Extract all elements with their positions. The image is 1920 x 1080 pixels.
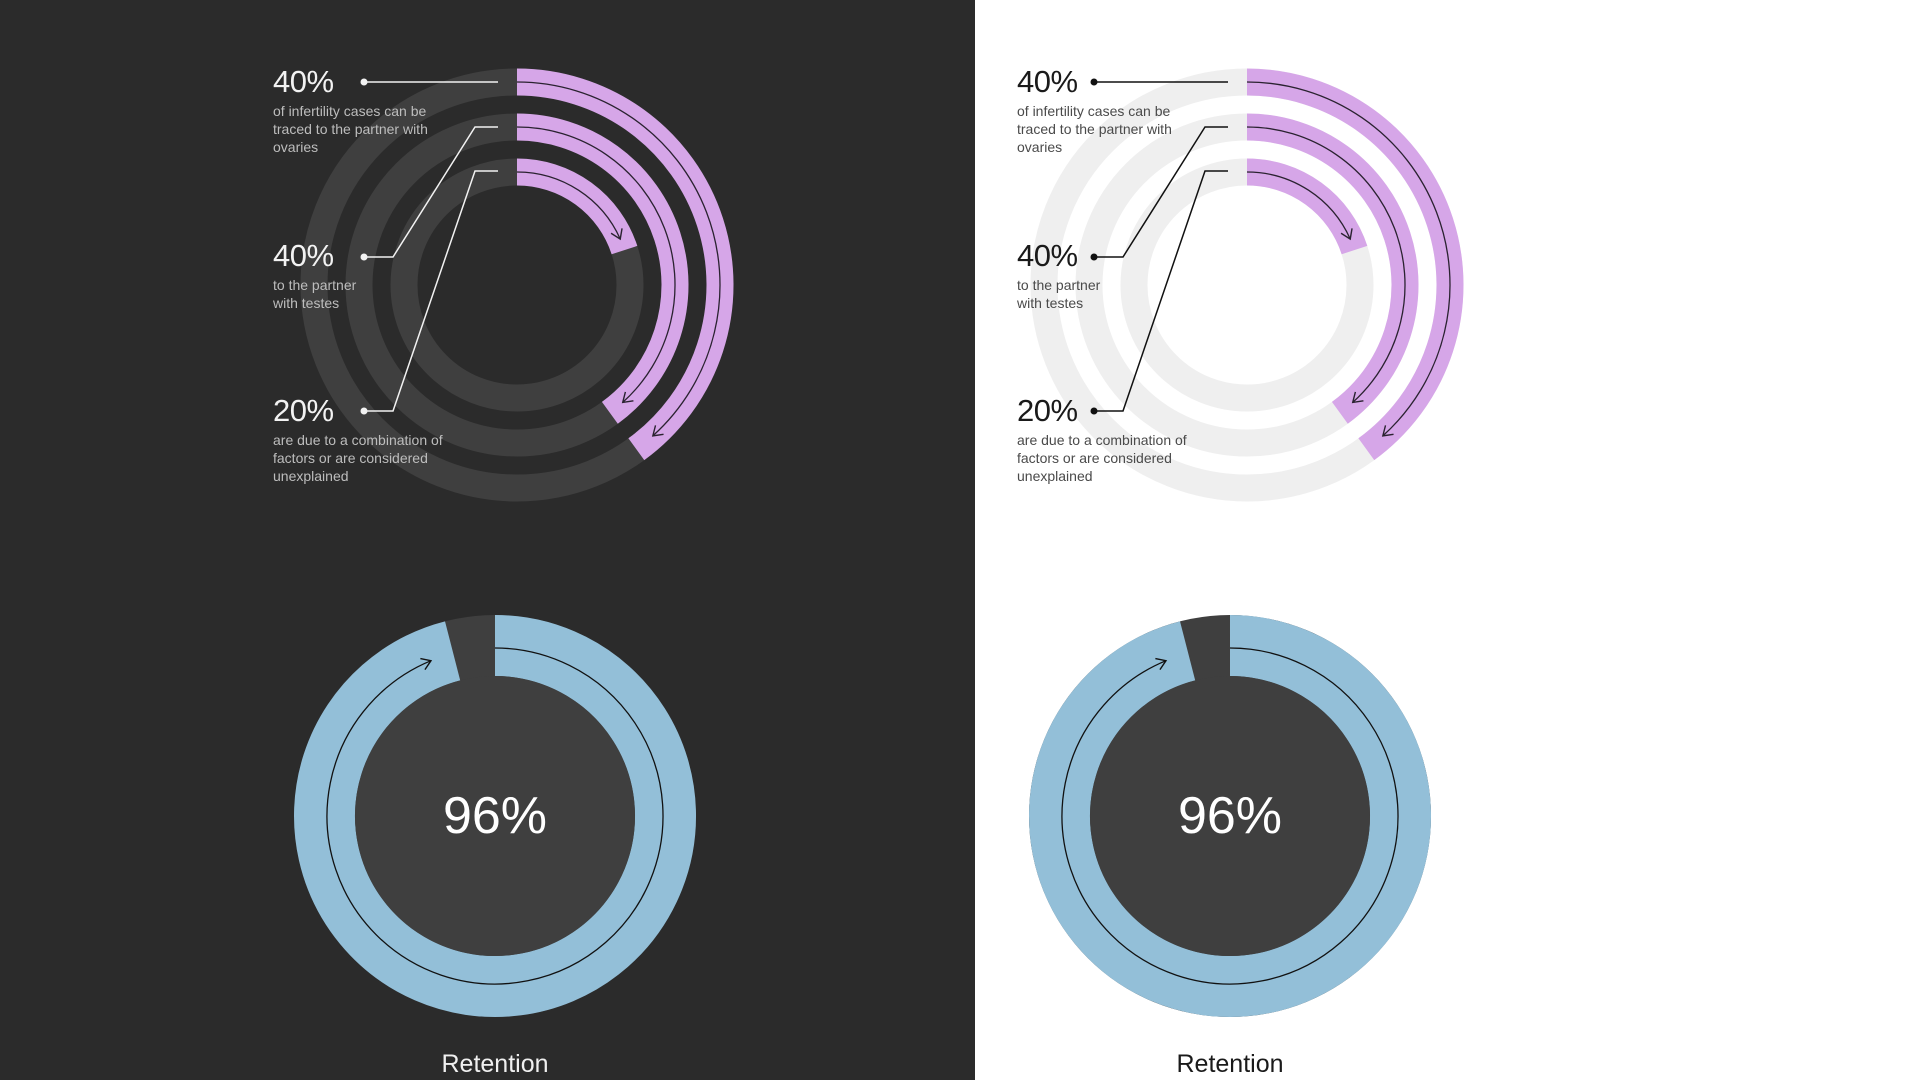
label-unexplained-value-light: 20%: [1017, 393, 1078, 428]
label-unexplained-text: are due to a combination of factors or a…: [273, 432, 443, 484]
label-unexplained-light: 20% are due to a combination of factors …: [1017, 395, 1247, 485]
dark-theme-panel: 40% of infertility cases can be traced t…: [0, 0, 975, 1080]
label-testes: 40% to the partner with testes: [273, 240, 503, 312]
light-infertility-radial-chart: [1030, 68, 1464, 502]
ring-value-arc-3: [1246, 158, 1368, 255]
light-retention-caption: Retention: [1176, 1050, 1284, 1078]
light-theme-panel: 40% of infertility cases can be traced t…: [975, 0, 1920, 1080]
leader-line-2: [1094, 126, 1228, 258]
leader-dot-icon-3: [360, 407, 368, 415]
label-testes-value: 40%: [273, 238, 334, 273]
arrow-head-icon-1: [1381, 425, 1394, 437]
label-ovaries-value-light: 40%: [1017, 64, 1078, 99]
label-ovaries-text: of infertility cases can be traced to th…: [273, 103, 428, 155]
dark-infertility-radial-chart: [300, 68, 734, 502]
leader-dot-icon-2: [1090, 253, 1098, 261]
light-retention-value: 96%: [1177, 787, 1283, 845]
label-ovaries-text-light: of infertility cases can be traced to th…: [1017, 103, 1172, 155]
ring-arrow-line-1: [1246, 81, 1451, 437]
label-testes-text-light: to the partner with testes: [1017, 277, 1101, 311]
arrow-head-icon-2: [621, 391, 634, 404]
arrow-head-icon-2: [1351, 391, 1364, 404]
label-testes-light: 40% to the partner with testes: [1017, 240, 1247, 312]
ring-arrow-line-2: [1246, 126, 1406, 403]
dark-retention-caption: Retention: [441, 1050, 549, 1078]
label-unexplained: 20% are due to a combination of factors …: [273, 395, 503, 485]
leader-dot-icon-1: [360, 78, 368, 86]
leader-dot-icon-1: [1090, 78, 1098, 86]
leader-line-3: [364, 170, 498, 412]
label-testes-text: to the partner with testes: [273, 277, 357, 311]
label-testes-value-light: 40%: [1017, 238, 1078, 273]
leader-dot-icon-2: [360, 253, 368, 261]
leader-dot-icon-3: [1090, 407, 1098, 415]
label-unexplained-text-light: are due to a combination of factors or a…: [1017, 432, 1187, 484]
ring-arrow-line-1: [516, 81, 721, 437]
label-ovaries-light: 40% of infertility cases can be traced t…: [1017, 66, 1247, 156]
ring-arrow-line-3: [516, 171, 621, 240]
label-ovaries-value: 40%: [273, 64, 334, 99]
dark-retention-value: 96%: [442, 787, 548, 845]
ring-value-arc-3: [516, 158, 638, 255]
arrow-head-icon-1: [651, 425, 664, 437]
leader-line-2: [364, 126, 498, 258]
ring-arrow-line-2: [516, 126, 676, 403]
label-ovaries: 40% of infertility cases can be traced t…: [273, 66, 503, 156]
ring-arrow-line-3: [1246, 171, 1351, 240]
leader-line-3: [1094, 170, 1228, 412]
arrow-head-icon-3: [1340, 228, 1353, 241]
arrow-head-icon-3: [610, 228, 623, 241]
label-unexplained-value: 20%: [273, 393, 334, 428]
